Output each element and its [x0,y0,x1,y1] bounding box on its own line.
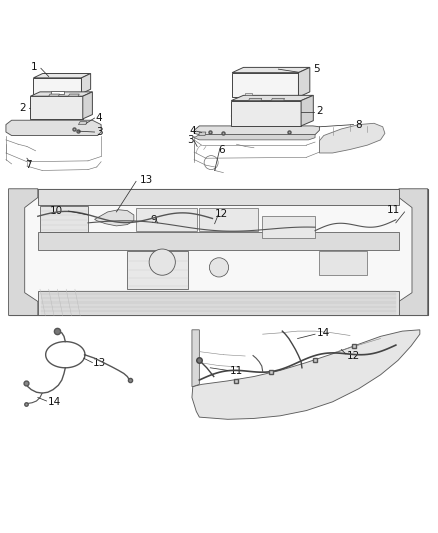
Polygon shape [399,189,427,316]
Polygon shape [192,330,420,419]
Text: 4: 4 [96,113,102,123]
Text: 12: 12 [215,209,228,219]
Polygon shape [298,67,310,97]
Polygon shape [262,216,315,238]
Polygon shape [249,99,262,101]
Polygon shape [6,120,101,135]
Polygon shape [30,96,83,119]
Text: 1: 1 [30,62,37,72]
Polygon shape [68,94,79,96]
Polygon shape [9,189,427,316]
Text: 13: 13 [93,358,106,368]
Text: 11: 11 [230,366,243,376]
Text: 2: 2 [316,106,322,116]
Polygon shape [232,72,298,97]
Polygon shape [9,189,38,316]
Polygon shape [301,95,313,126]
Circle shape [149,249,175,275]
Polygon shape [83,92,92,119]
Text: 4: 4 [189,126,196,136]
Polygon shape [38,189,399,205]
Polygon shape [136,207,197,231]
Polygon shape [33,74,91,78]
Polygon shape [231,101,301,126]
Polygon shape [30,92,92,96]
Text: 11: 11 [387,205,400,215]
Text: 13: 13 [140,175,153,185]
Text: 9: 9 [150,215,157,225]
Text: 7: 7 [25,160,32,170]
Text: 5: 5 [313,64,320,74]
Polygon shape [49,94,60,96]
Polygon shape [199,132,206,135]
Text: 6: 6 [218,146,225,155]
Text: 3: 3 [187,135,194,145]
Polygon shape [232,67,310,72]
Polygon shape [38,290,399,316]
Text: 2: 2 [19,103,26,114]
Text: 14: 14 [317,328,330,338]
Polygon shape [127,251,188,289]
Polygon shape [81,74,91,94]
Text: 10: 10 [49,206,63,216]
Text: 12: 12 [347,351,360,360]
Text: 3: 3 [96,127,102,137]
Polygon shape [51,91,64,94]
Polygon shape [272,99,285,101]
Polygon shape [319,123,385,153]
Polygon shape [95,210,134,226]
Text: 14: 14 [48,397,61,407]
Polygon shape [40,206,88,231]
Polygon shape [319,251,367,275]
Polygon shape [194,135,315,140]
Polygon shape [199,207,258,231]
Polygon shape [192,330,199,386]
Circle shape [209,258,229,277]
Polygon shape [38,231,399,250]
Polygon shape [33,78,81,94]
Polygon shape [245,93,252,95]
Polygon shape [231,95,313,101]
Polygon shape [194,126,319,135]
Polygon shape [78,122,87,125]
Text: 8: 8 [355,120,362,130]
